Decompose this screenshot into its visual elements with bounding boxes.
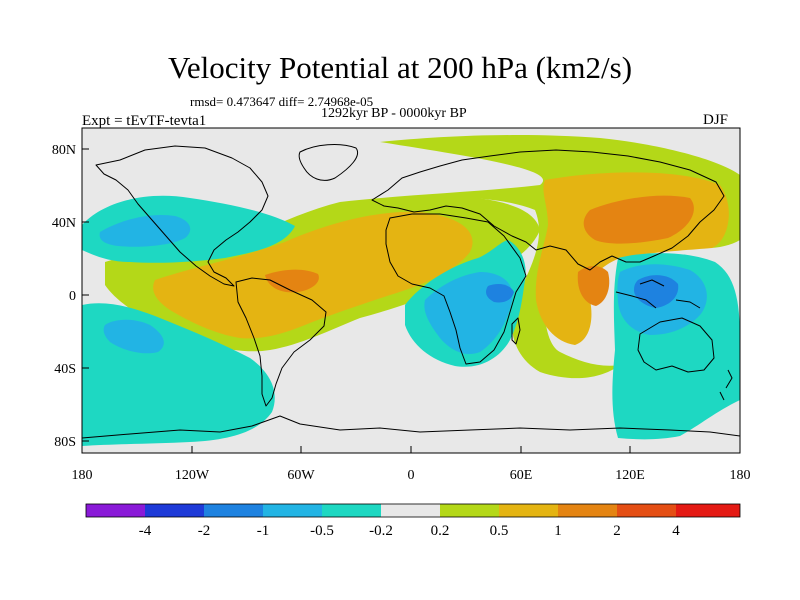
colorbar-swatch: [676, 504, 740, 517]
colorbar-label: 2: [613, 523, 621, 539]
colorbar-label: 0.5: [490, 523, 509, 539]
positive-orange-india: [577, 266, 610, 306]
coast-maritime-continent: [615, 279, 701, 309]
colorbar-swatch: [499, 504, 558, 517]
negative-blue-east-pacific: [99, 214, 191, 247]
colorbar-swatch: [204, 504, 263, 517]
y-tick-label: 40S: [54, 362, 76, 377]
positive-orange-atlantic: [265, 269, 319, 293]
colorbar-label: 0.2: [431, 523, 450, 539]
rmsd-label: rmsd=: [190, 94, 224, 109]
colorbar-label: 1: [554, 523, 562, 539]
colorbar-label: 4: [672, 523, 680, 539]
coast-south-america: [235, 277, 327, 407]
y-tick-label: 40N: [52, 216, 76, 231]
x-tick-label: 180: [730, 468, 751, 483]
colorbar: [85, 503, 741, 518]
x-tick-label: 60W: [287, 468, 315, 483]
coast-north-america: [95, 145, 269, 287]
colorbar-swatch: [558, 504, 617, 517]
colorbar-label: -2: [198, 523, 211, 539]
colorbar-swatch: [381, 504, 440, 517]
x-tick-label: 0: [408, 468, 415, 483]
colorbar-swatch: [86, 504, 145, 517]
colorbar-frame: [85, 503, 741, 518]
colorbar-swatch: [322, 504, 381, 517]
y-tick-label: 80N: [52, 143, 76, 158]
map-title: Velocity Potential at 200 hPa (km2/s): [167, 50, 633, 85]
x-tick-label: 180: [72, 468, 93, 483]
axis-ticks: [81, 148, 741, 453]
coast-antarctica: [82, 415, 740, 439]
negative-core-africa: [486, 284, 514, 303]
season-label: DJF: [703, 112, 729, 128]
colorbar-label: -0.2: [369, 523, 393, 539]
coast-eurasia: [371, 149, 725, 271]
colorbar-swatch: [145, 504, 204, 517]
colorbar-swatch: [263, 504, 322, 517]
y-tick-label: 0: [69, 289, 76, 304]
experiment-label: Expt = tEvTF-tevta1: [82, 113, 207, 129]
diff-label: diff=: [278, 94, 305, 109]
colorbar-label: -0.5: [310, 523, 334, 539]
colorbar-label: -1: [257, 523, 270, 539]
y-tick-label: 80S: [54, 435, 76, 450]
x-tick-label: 120E: [615, 468, 645, 483]
coast-madagascar: [511, 317, 521, 345]
colorbar-label: -4: [139, 523, 152, 539]
coast-greenland: [298, 144, 358, 181]
x-tick-label: 120W: [175, 468, 210, 483]
positive-orange-asia: [583, 195, 694, 244]
coast-australia: [637, 317, 715, 373]
x-tick-label: 60E: [510, 468, 533, 483]
coastlines: [82, 144, 740, 439]
diff-value: 2.74968e-05: [307, 94, 374, 109]
coast-new-zealand: [719, 369, 733, 401]
period-label: 1292kyr BP - 0000kyr BP: [321, 106, 467, 121]
stats-line: rmsd= 0.473647 diff= 2.74968e-05: [190, 94, 373, 110]
map-field: [82, 128, 740, 453]
colorbar-swatch: [617, 504, 676, 517]
coast-africa: [385, 213, 527, 365]
colorbar-swatch: [440, 504, 499, 517]
rmsd-value: 0.473647: [226, 94, 276, 109]
negative-blue-south-pacific: [103, 319, 164, 354]
